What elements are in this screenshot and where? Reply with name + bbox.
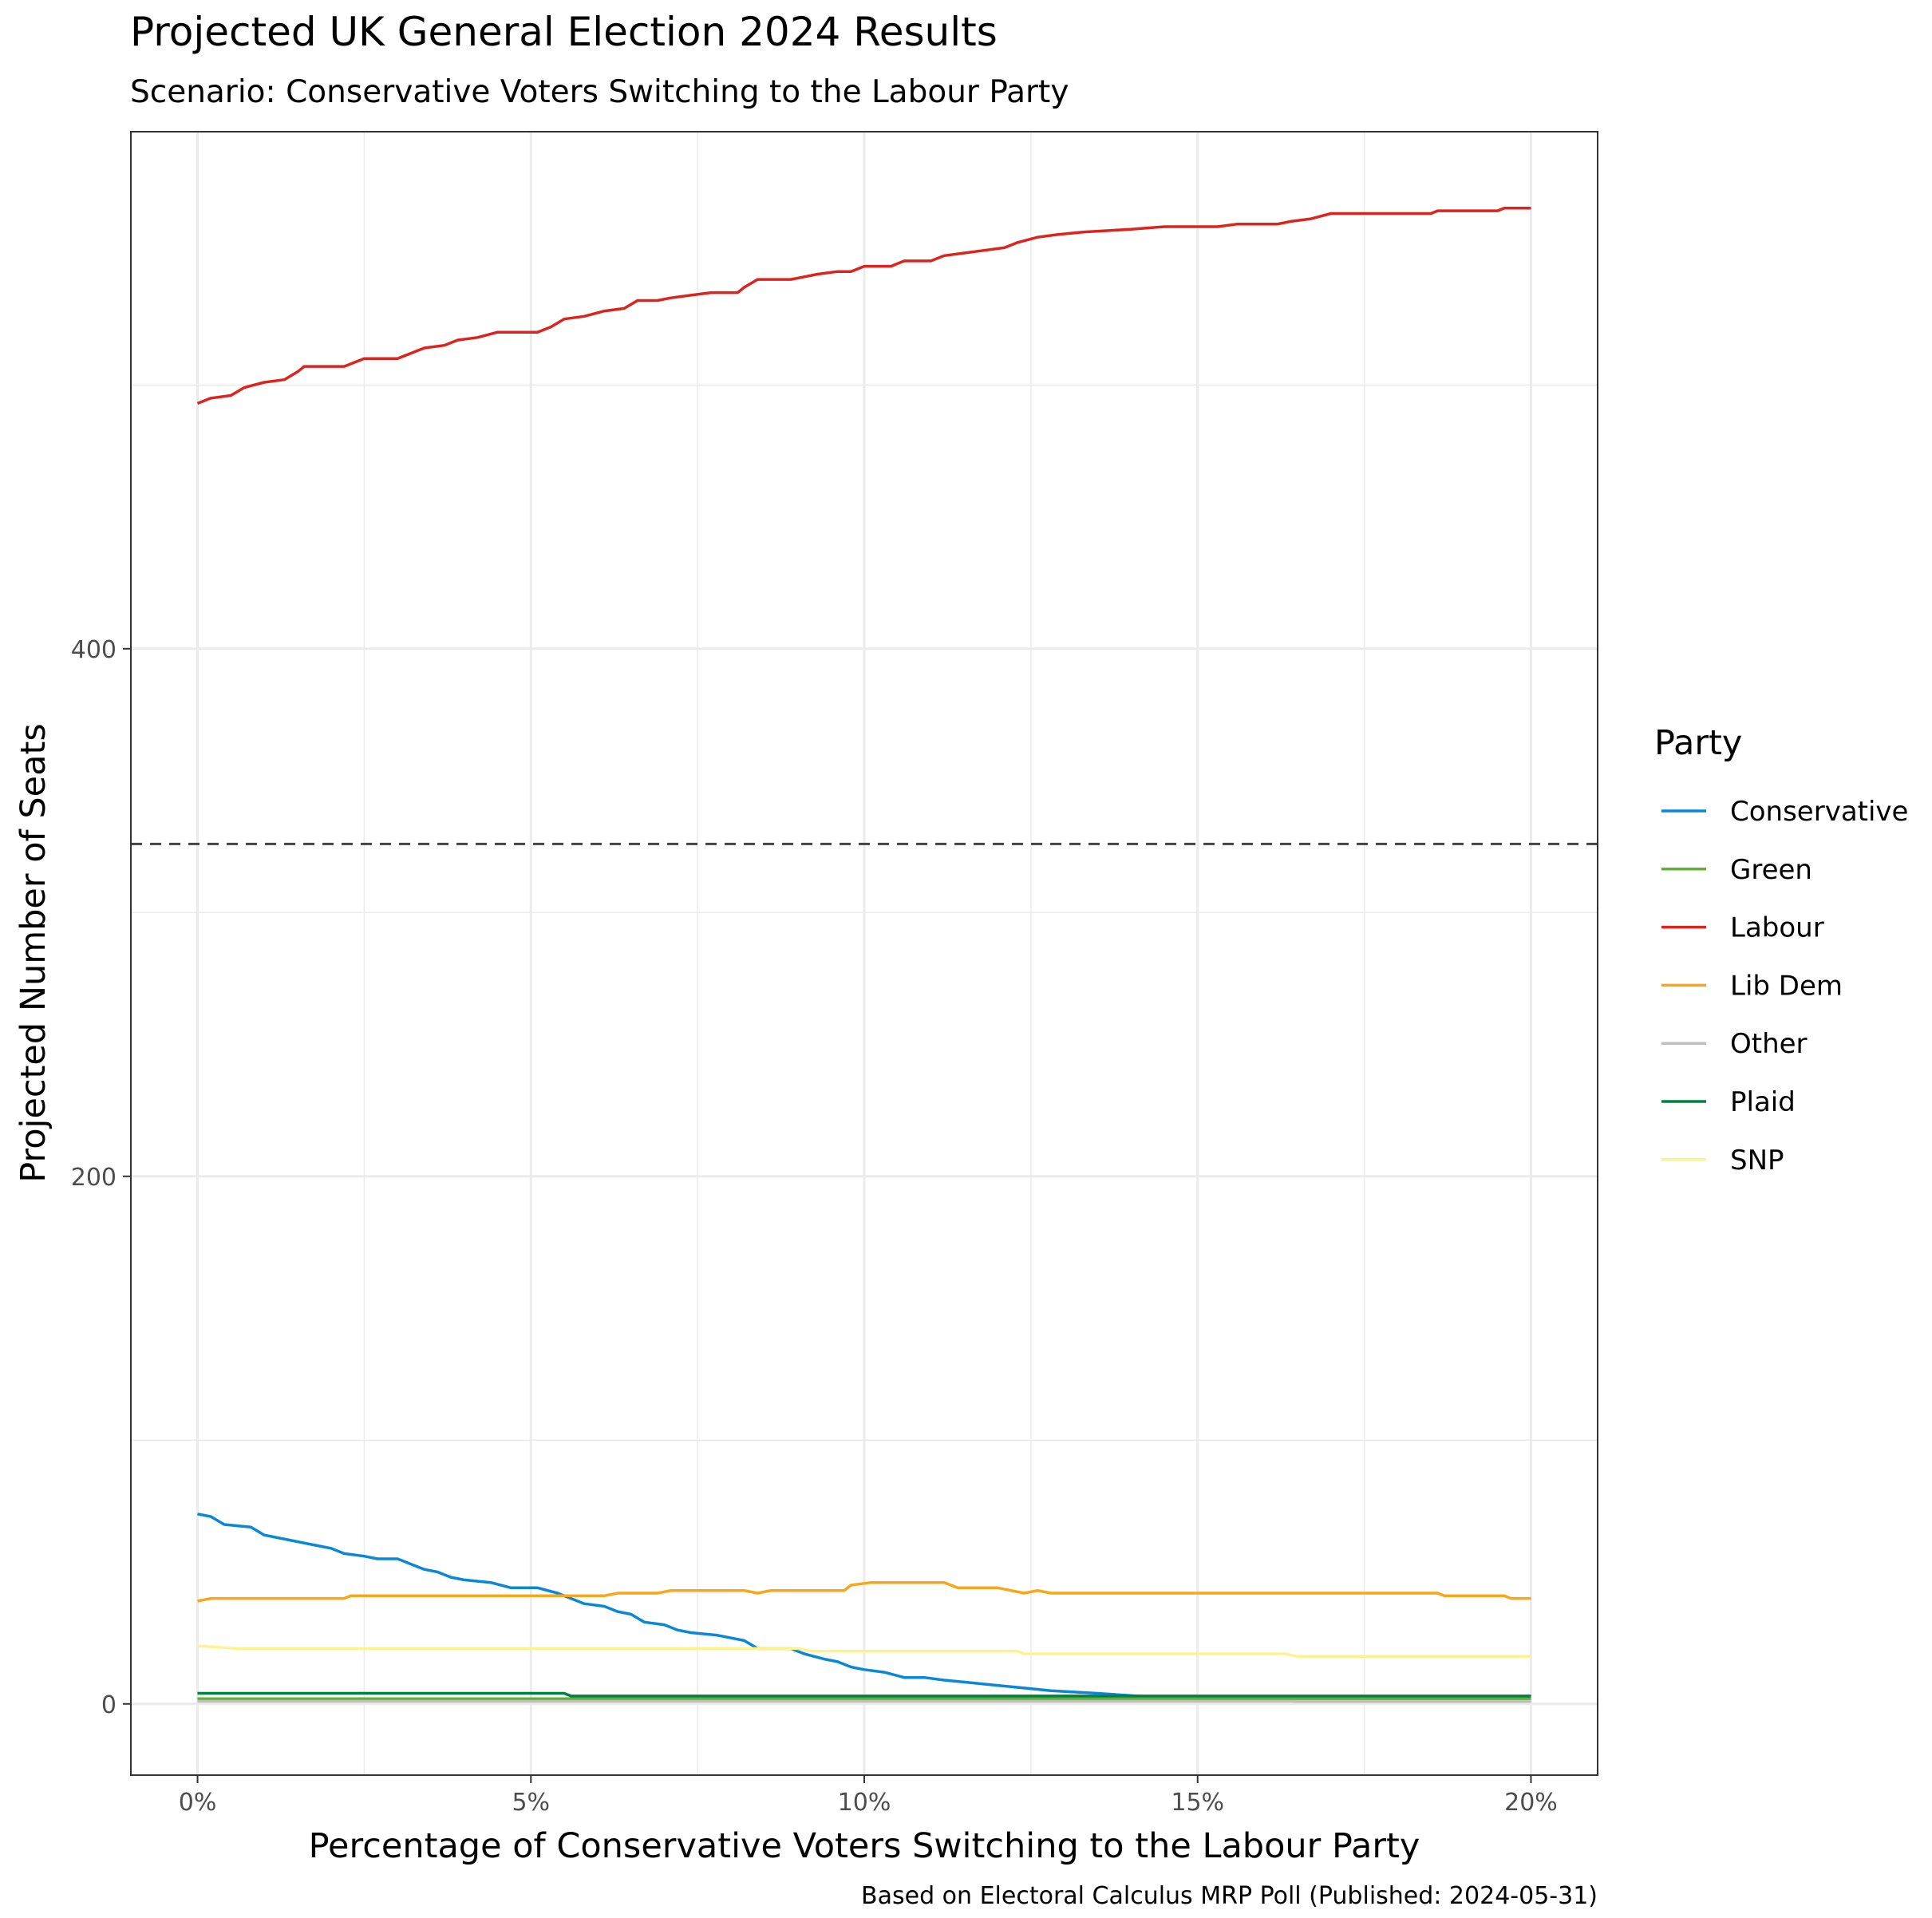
y-tick-label: 400 [71, 636, 117, 664]
legend: Party Conservative Green Labour Lib Dem Othe… [1654, 723, 1908, 1177]
x-axis: 0% 5% 10% 15% 20% [179, 1775, 1558, 1817]
legend-items: Conservative Green Labour Lib Dem Other Plaid… [1661, 796, 1908, 1177]
legend-label-other: Other [1730, 1028, 1808, 1060]
x-tick-label: 0% [179, 1789, 217, 1817]
legend-title: Party [1654, 723, 1742, 763]
y-axis: 0 200 400 [71, 636, 131, 1719]
y-tick-label: 0 [101, 1691, 117, 1719]
x-tick-label: 5% [512, 1789, 550, 1817]
legend-label-lib-dem: Lib Dem [1730, 970, 1843, 1002]
series-lines [196, 207, 1531, 1703]
legend-label-green: Green [1730, 854, 1812, 886]
major-gridlines [131, 132, 1598, 1775]
y-tick-label: 200 [71, 1164, 117, 1192]
series-line-lib-dem [197, 1580, 1531, 1603]
chart-title: Projected UK General Election 2024 Resul… [130, 9, 998, 55]
chart-caption: Based on Electoral Calculus MRP Poll (Pu… [861, 1882, 1598, 1910]
series-line-conservative [197, 1513, 1531, 1703]
x-tick-label: 15% [1171, 1789, 1224, 1817]
series-line-plaid [197, 1691, 1531, 1698]
x-axis-title: Percentage of Conservative Voters Switch… [309, 1826, 1420, 1866]
legend-label-snp: SNP [1730, 1145, 1784, 1177]
x-tick-label: 20% [1504, 1789, 1558, 1817]
plot-area [130, 131, 1598, 1776]
x-tick-label: 10% [838, 1789, 891, 1817]
chart-subtitle: Scenario: Conservative Voters Switching … [130, 74, 1069, 110]
series-line-snp [197, 1644, 1531, 1659]
y-axis-title: Projected Number of Seats [14, 723, 53, 1182]
legend-label-labour: Labour [1730, 912, 1824, 944]
series-line-labour [196, 207, 1531, 405]
legend-label-conservative: Conservative [1730, 796, 1908, 828]
legend-label-plaid: Plaid [1730, 1086, 1796, 1118]
